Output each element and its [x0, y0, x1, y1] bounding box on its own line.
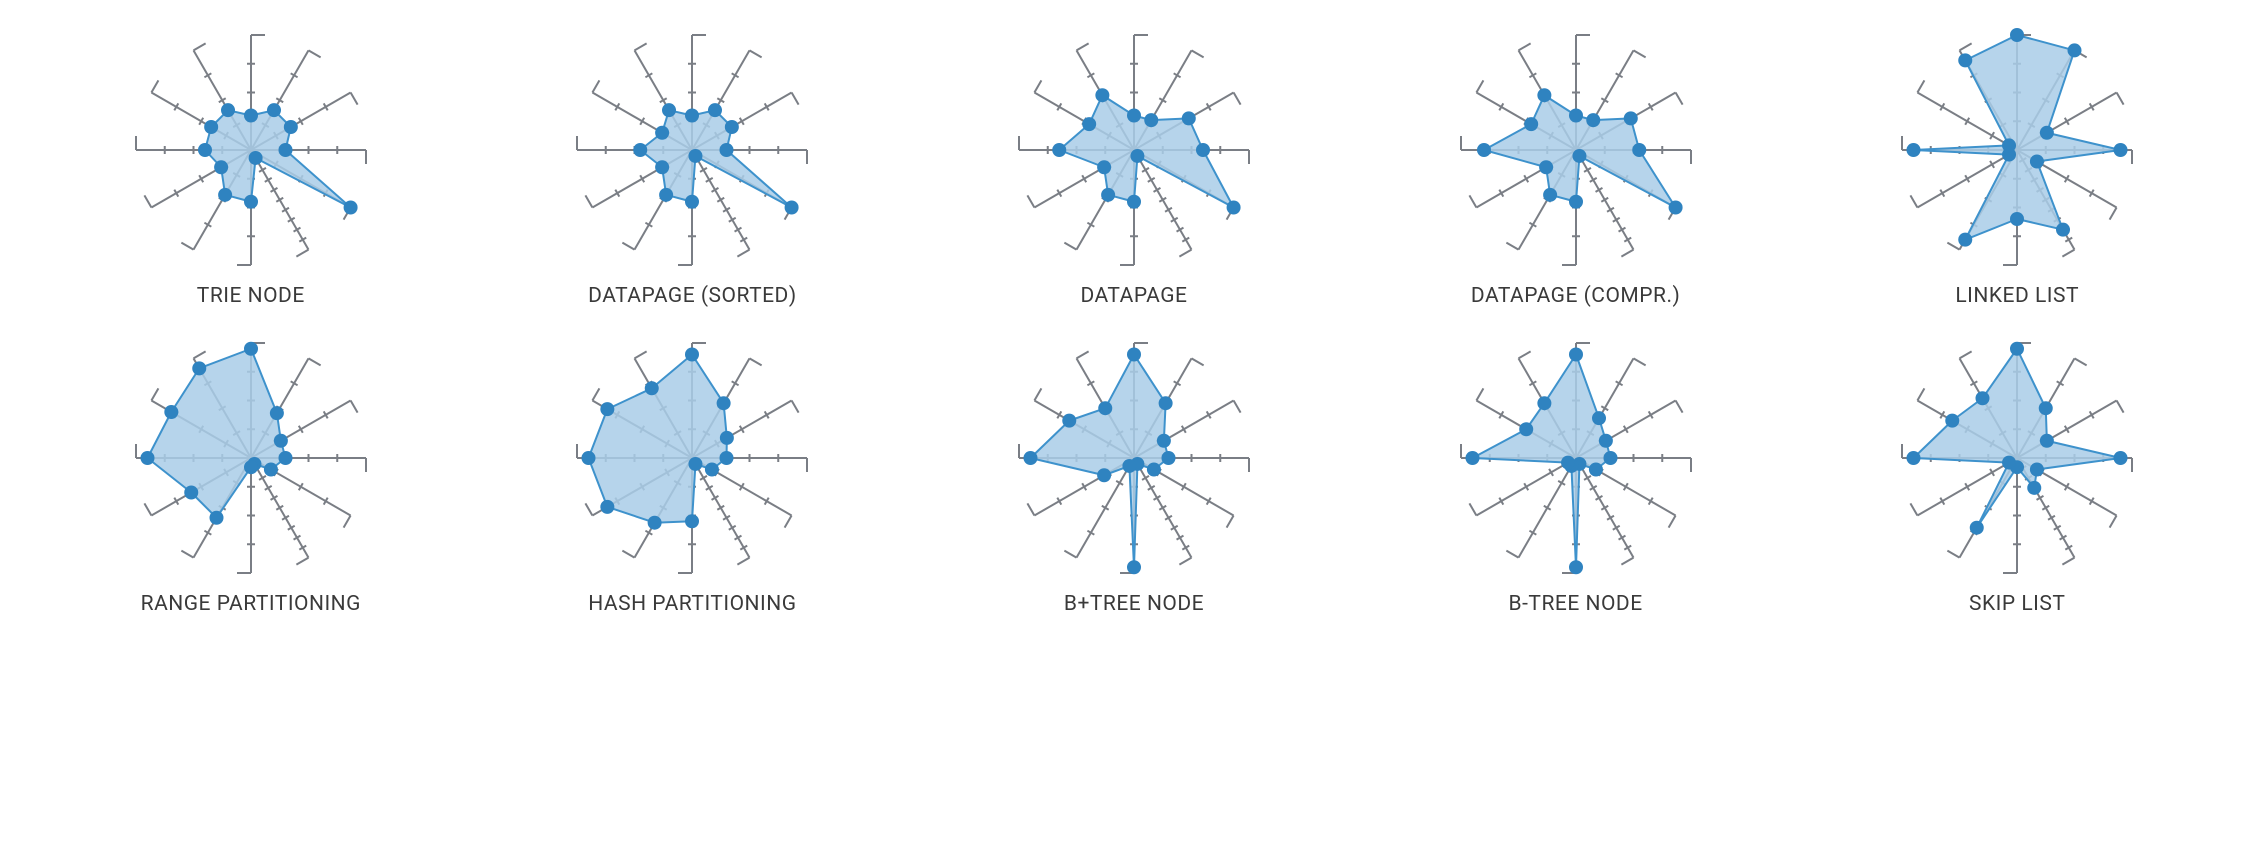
radar-chart-wrap: [1827, 328, 2207, 588]
radar-chart-wrap: [944, 20, 1324, 280]
radar-chart: [502, 328, 882, 588]
radar-chart-wrap: [1827, 20, 2207, 280]
radar-cell: B+TREE NODE: [923, 328, 1345, 626]
radar-caption: HASH PARTITIONING: [588, 592, 796, 616]
radar-cell: TRIE NODE: [40, 20, 462, 318]
radar-cell: DATAPAGE: [923, 20, 1345, 318]
radar-chart: [1827, 20, 2207, 280]
radar-chart: [944, 20, 1324, 280]
radar-chart: [1827, 328, 2207, 588]
radar-cell: B-TREE NODE: [1365, 328, 1787, 626]
radar-chart-wrap: [944, 328, 1324, 588]
radar-chart-wrap: [1386, 20, 1766, 280]
radar-chart: [61, 20, 441, 280]
radar-caption: B-TREE NODE: [1509, 592, 1643, 616]
radar-caption: DATAPAGE (SORTED): [588, 284, 797, 308]
radar-chart: [502, 20, 882, 280]
radar-cell: DATAPAGE (SORTED): [482, 20, 904, 318]
radar-cell: SKIP LIST: [1806, 328, 2228, 626]
radar-caption: B+TREE NODE: [1064, 592, 1204, 616]
radar-caption: DATAPAGE (COMPR.): [1471, 284, 1680, 308]
radar-cell: RANGE PARTITIONING: [40, 328, 462, 626]
radar-chart-wrap: [61, 20, 441, 280]
radar-chart-wrap: [502, 20, 882, 280]
radar-chart-wrap: [61, 328, 441, 588]
radar-chart: [61, 328, 441, 588]
radar-cell: DATAPAGE (COMPR.): [1365, 20, 1787, 318]
radar-chart: [1386, 20, 1766, 280]
radar-caption: LINKED LIST: [1955, 284, 2079, 308]
radar-cell: LINKED LIST: [1806, 20, 2228, 318]
radar-cell: HASH PARTITIONING: [482, 328, 904, 626]
radar-chart: [944, 328, 1324, 588]
radar-chart-wrap: [502, 328, 882, 588]
radar-caption: RANGE PARTITIONING: [141, 592, 361, 616]
radar-chart: [1386, 328, 1766, 588]
radar-chart-wrap: [1386, 328, 1766, 588]
radar-caption: SKIP LIST: [1969, 592, 2065, 616]
radar-caption: DATAPAGE: [1080, 284, 1187, 308]
radar-caption: TRIE NODE: [197, 284, 305, 308]
radar-grid: TRIE NODE DATAPAGE (SORTED) DATAPAGE DATAPA…: [0, 0, 2268, 636]
